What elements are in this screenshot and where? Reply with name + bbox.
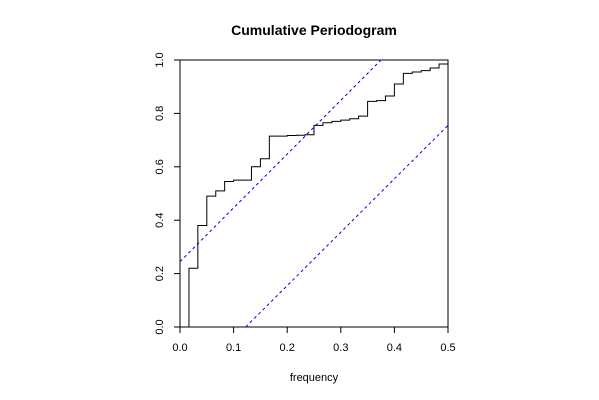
y-tick-label-4: 0.8 [154,106,166,121]
x-axis: 0.0 0.1 0.2 0.3 0.4 0.5 [172,327,456,354]
x-tick-label-2: 0.2 [280,342,295,354]
y-tick-label-2: 0.4 [154,213,166,228]
y-tick-label-0: 0.0 [154,319,166,334]
x-tick-label-1: 0.1 [226,342,241,354]
plot-frame [179,59,449,328]
confidence-band-upper [179,59,382,262]
chart-title: Cumulative Periodogram [231,22,397,38]
y-tick-label-3: 0.6 [154,159,166,174]
confidence-bands [179,59,449,328]
x-tick-label-3: 0.3 [333,342,348,354]
y-tick-label-5: 1.0 [154,52,166,67]
x-axis-label: frequency [290,372,339,384]
series-layer [180,62,449,328]
periodogram-step-line [180,62,449,328]
x-tick-label-0: 0.0 [172,342,187,354]
y-tick-label-1: 0.2 [154,266,166,281]
x-tick-label-5: 0.5 [440,342,455,354]
x-tick-label-4: 0.4 [387,342,402,354]
confidence-band-lower [245,125,449,328]
y-axis: 0.0 0.2 0.4 0.6 0.8 1.0 [154,52,180,335]
